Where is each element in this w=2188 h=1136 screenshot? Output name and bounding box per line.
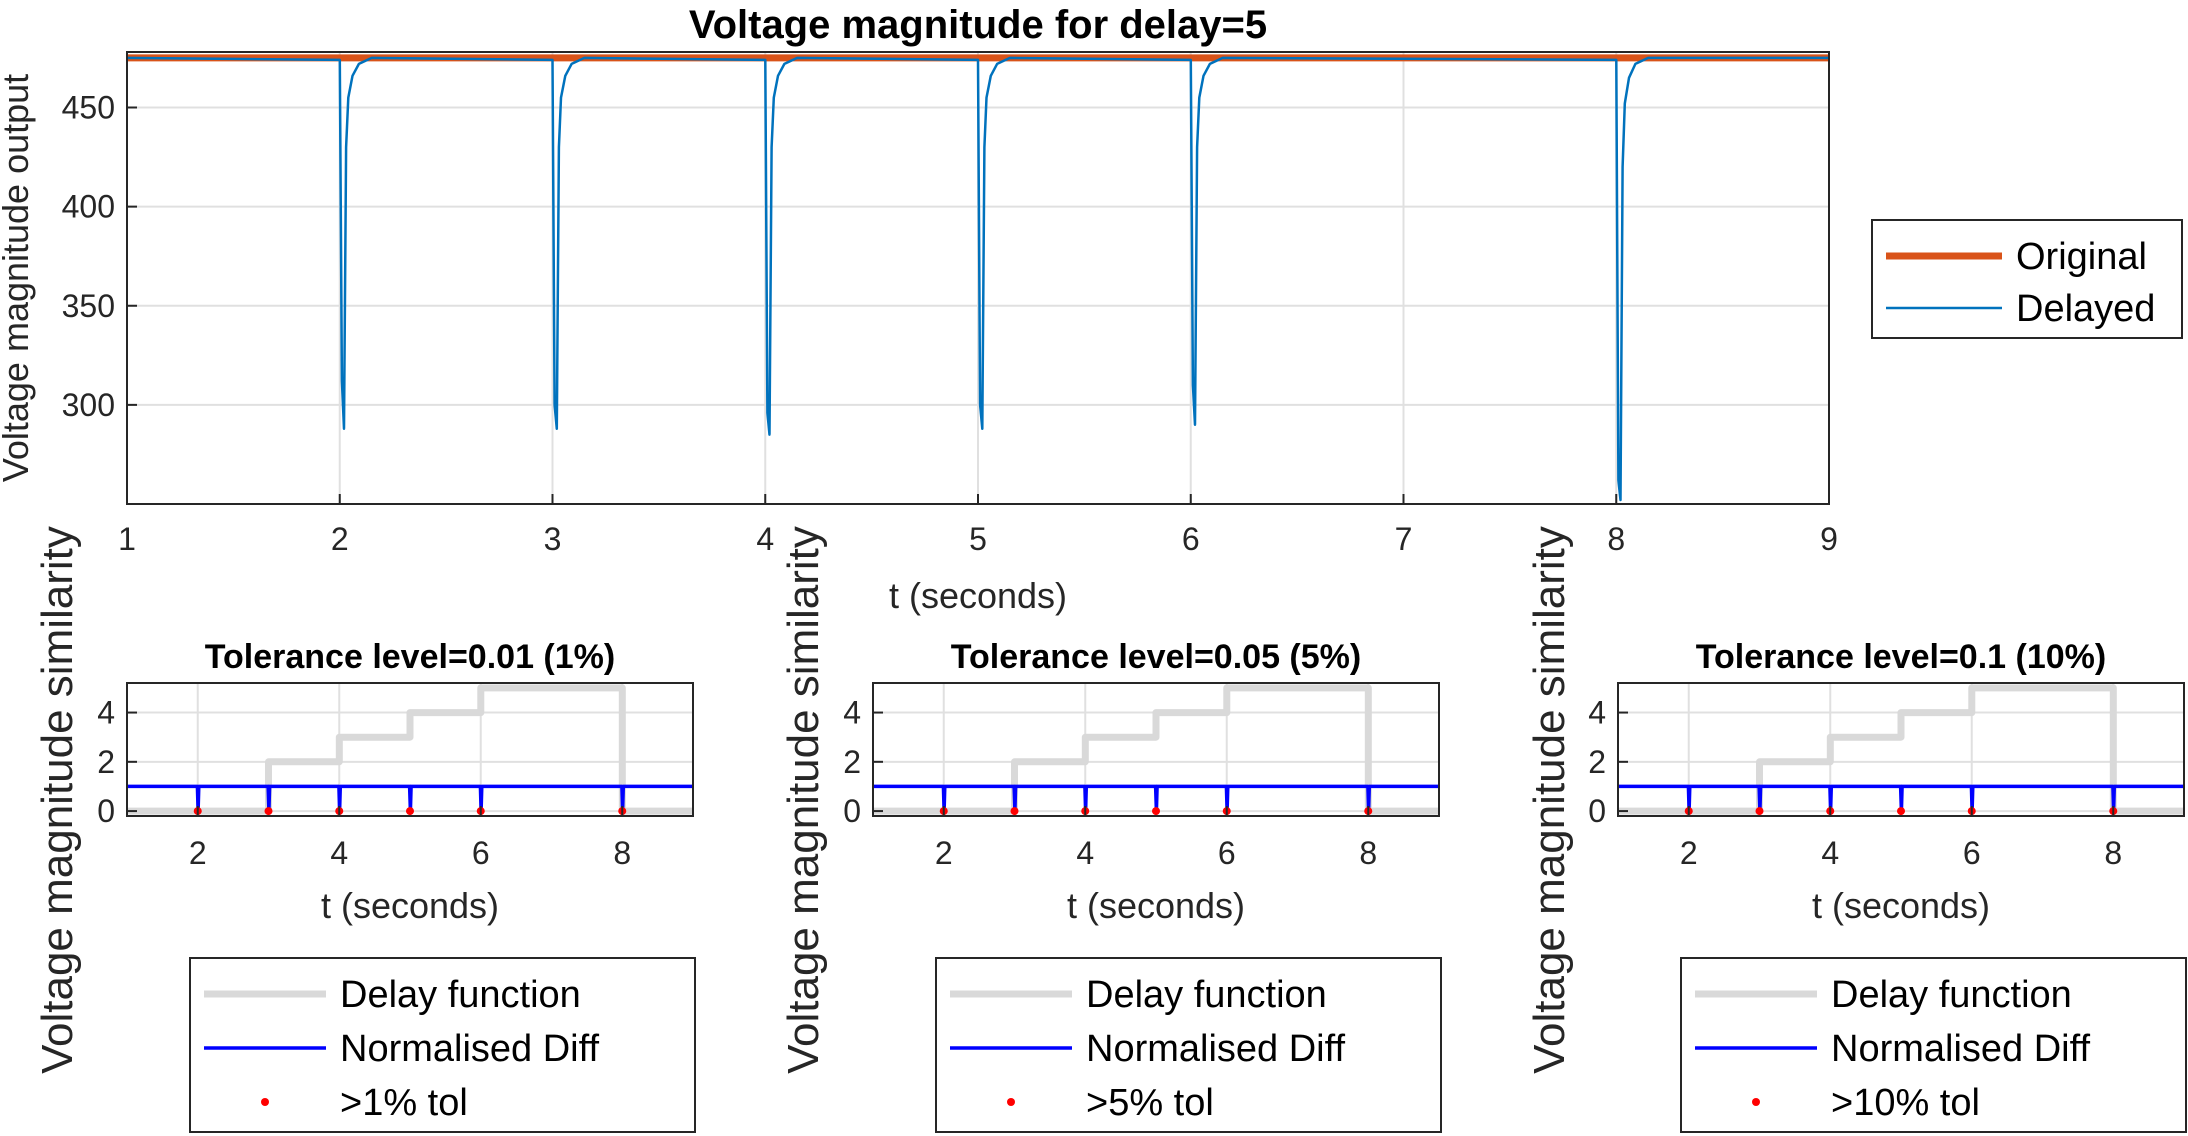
axes-frame	[1617, 682, 2185, 817]
legend-box	[1871, 219, 2183, 339]
y-axis-label: Voltage magnitude similarity	[779, 526, 828, 1074]
legend-label: >5% tol	[1086, 1082, 1214, 1124]
x-tick-label: 8	[1359, 835, 1377, 871]
x-tick-label: 4	[1076, 835, 1094, 871]
x-axis-label: t (seconds)	[1812, 885, 1990, 926]
x-tick-label: 6	[1182, 521, 1200, 557]
chart-1: 1 2 3 4 5 6 7 8 9 300 350 400 450 Voltage magnitude f…	[0, 3, 2183, 616]
legend: Original Delayed	[1871, 219, 2183, 339]
y-tick-label: 4	[843, 695, 861, 731]
x-tick-label: 8	[1607, 521, 1625, 557]
axes-frame	[872, 682, 1440, 817]
tol-marker	[1010, 807, 1019, 816]
x-tick-label: 7	[1395, 521, 1413, 557]
tol-marker	[1755, 807, 1764, 816]
legend-label: Normalised Diff	[340, 1028, 599, 1070]
y-tick-label: 0	[843, 793, 861, 829]
y-tick-label: 2	[97, 744, 115, 780]
legend: Delay function Normalised Diff >5% tol	[935, 957, 1442, 1133]
series-line-normalised-diff	[1618, 784, 2184, 813]
legend-label: Normalised Diff	[1831, 1028, 2090, 1070]
legend-label: Original	[2016, 236, 2147, 278]
x-tick-label: 2	[1680, 835, 1698, 871]
y-tick-label: 0	[97, 793, 115, 829]
tol-marker	[1152, 807, 1160, 816]
chart-title: Tolerance level=0.1 (10%)	[1696, 638, 2106, 676]
series-line-delay-function	[1618, 684, 2184, 815]
series-line-normalised-diff	[127, 784, 693, 813]
x-axis-label: t (seconds)	[321, 885, 499, 926]
legend-marker	[1752, 1098, 1760, 1106]
axes-frame	[126, 682, 694, 817]
x-tick-label: 8	[2104, 835, 2122, 871]
x-tick-label: 4	[1821, 835, 1839, 871]
x-tick-label: 4	[756, 521, 774, 557]
y-tick-label: 450	[62, 90, 115, 126]
legend-label: Delay function	[1831, 974, 2072, 1016]
series-line-delay-function	[873, 684, 1439, 815]
legend-marker	[261, 1098, 269, 1106]
x-tick-label: 1	[118, 521, 136, 557]
series-group	[127, 54, 1829, 502]
x-tick-label: 8	[613, 835, 631, 871]
x-tick-label: 9	[1820, 521, 1838, 557]
y-tick-label: 400	[62, 189, 115, 225]
x-tick-label: 2	[331, 521, 349, 557]
legend-box	[935, 957, 1442, 1133]
x-tick-label: 6	[1218, 835, 1236, 871]
legend-label: Normalised Diff	[1086, 1028, 1345, 1070]
legend: Delay function Normalised Diff >1% tol	[189, 957, 696, 1133]
x-tick-label: 2	[189, 835, 207, 871]
legend-label: Delayed	[2016, 288, 2155, 330]
x-tick-label: 5	[969, 521, 987, 557]
y-tick-label: 2	[1588, 744, 1606, 780]
chart-title: Voltage magnitude for delay=5	[689, 3, 1267, 47]
y-axis-label: Voltage magnitude output	[0, 74, 36, 482]
y-tick-label: 2	[843, 744, 861, 780]
series-line-normalised-diff	[873, 784, 1439, 813]
legend-label: >10% tol	[1831, 1082, 1980, 1124]
chart-title: Tolerance level=0.01 (1%)	[205, 638, 615, 676]
x-axis-label: t (seconds)	[1067, 885, 1245, 926]
tol-marker	[1897, 807, 1905, 816]
series-group	[127, 684, 693, 816]
y-tick-label: 0	[1588, 793, 1606, 829]
tol-marker	[406, 807, 414, 816]
series-line-delay-function	[127, 684, 693, 815]
legend-label: Delay function	[1086, 974, 1327, 1016]
legend-label: Delay function	[340, 974, 581, 1016]
y-tick-label: 350	[62, 288, 115, 324]
x-tick-label: 2	[935, 835, 953, 871]
y-axis-label: Voltage magnitude similarity	[1525, 526, 1574, 1074]
legend-marker	[1007, 1098, 1015, 1106]
x-tick-label: 3	[544, 521, 562, 557]
legend-label: >1% tol	[340, 1082, 468, 1124]
chart-2: 2 4 6 8 0 2 4 Tolerance level=0.01 (1%) t (secon…	[33, 526, 696, 1133]
chart-3: 2 4 6 8 0 2 4 Tolerance level=0.05 (5%) t (secon…	[779, 526, 1442, 1133]
chart-title: Tolerance level=0.05 (5%)	[951, 638, 1361, 676]
y-tick-label: 4	[1588, 695, 1606, 731]
tol-marker	[264, 807, 273, 816]
legend-box	[1680, 957, 2187, 1133]
legend-box	[189, 957, 696, 1133]
series-line-delayed	[127, 56, 1829, 502]
legend: Delay function Normalised Diff >10% tol	[1680, 957, 2187, 1133]
x-tick-label: 4	[330, 835, 348, 871]
y-tick-label: 300	[62, 387, 115, 423]
x-tick-label: 6	[1963, 835, 1981, 871]
chart-4: 2 4 6 8 0 2 4 Tolerance level=0.1 (10%) t (secon…	[1525, 526, 2187, 1133]
x-tick-label: 6	[472, 835, 490, 871]
x-axis-label: t (seconds)	[889, 575, 1067, 616]
y-tick-label: 4	[97, 695, 115, 731]
y-axis-label: Voltage magnitude similarity	[33, 526, 82, 1074]
